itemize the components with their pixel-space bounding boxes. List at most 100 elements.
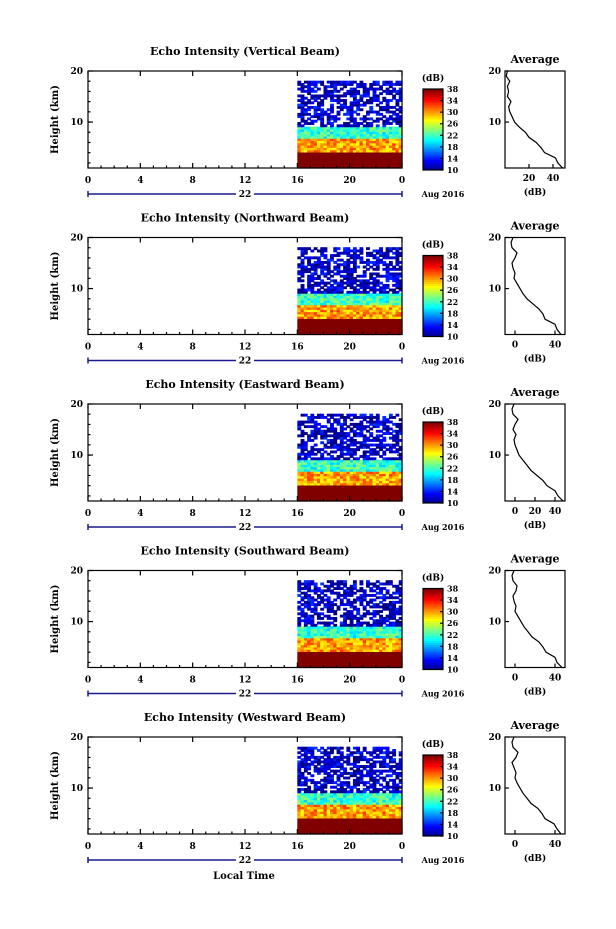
panel-3-cell bbox=[310, 429, 315, 433]
panel-1-cell bbox=[398, 138, 403, 142]
panel-4-cell bbox=[388, 662, 393, 666]
panel-3-cell bbox=[326, 487, 331, 491]
panel-2-xtick-label: 20 bbox=[343, 343, 356, 353]
panel-2-cell bbox=[333, 318, 338, 322]
panel-1-cell bbox=[398, 128, 403, 132]
panel-4-cell bbox=[343, 665, 347, 669]
panel-2-cell bbox=[297, 302, 302, 306]
panel-2-cell bbox=[300, 309, 305, 313]
panel-2-cell bbox=[352, 263, 357, 267]
panel-2-cell bbox=[395, 332, 400, 336]
panel-4-cell bbox=[359, 580, 364, 584]
panel-1-cell bbox=[372, 87, 377, 91]
panel-2-cell bbox=[382, 251, 387, 255]
panel-4-cell bbox=[379, 644, 383, 648]
panel-1-cell bbox=[300, 112, 305, 116]
panel-2-cell bbox=[310, 263, 315, 267]
panel-4-cell bbox=[323, 614, 328, 618]
panel-1-cell bbox=[316, 165, 321, 169]
panel-4-cell bbox=[375, 630, 380, 634]
panel-4-cell bbox=[388, 614, 393, 618]
panel-1-cell bbox=[372, 110, 377, 114]
panel-4-cell bbox=[382, 621, 387, 625]
panel-3-cell bbox=[366, 459, 370, 463]
panel-3-cell bbox=[349, 461, 354, 465]
panel-3-cell bbox=[359, 473, 364, 477]
panel-2-cell bbox=[356, 279, 361, 283]
panel-3-cell bbox=[375, 422, 380, 426]
panel-4-cell bbox=[388, 646, 393, 650]
panel-4-cell bbox=[388, 607, 393, 611]
panel-2-cell bbox=[352, 318, 357, 322]
panel-4-cell bbox=[316, 658, 321, 662]
panel-2-cell bbox=[323, 283, 328, 287]
panel-3-cell bbox=[369, 480, 374, 484]
panel-1-cell bbox=[303, 110, 308, 114]
panel-4-cell bbox=[379, 596, 383, 600]
panel-2-cell bbox=[336, 254, 341, 257]
panel-3-cell bbox=[379, 471, 383, 475]
panel-4-cell bbox=[398, 580, 403, 584]
panel-3-cell bbox=[320, 455, 325, 458]
panel-5-cell bbox=[297, 808, 302, 812]
panel-2-cell bbox=[369, 272, 374, 276]
panel-1-cell bbox=[326, 92, 331, 96]
panel-3-cell bbox=[359, 459, 364, 463]
panel-2-cell bbox=[300, 311, 305, 315]
panel-2-cell bbox=[297, 293, 302, 297]
panel-2-cell bbox=[300, 286, 305, 290]
panel-3-colorbar-swatch bbox=[423, 500, 443, 504]
panel-4-cell bbox=[336, 596, 341, 600]
panel-1-cell bbox=[339, 161, 344, 165]
panel-3-cell bbox=[313, 448, 318, 452]
panel-5-cell bbox=[323, 767, 328, 771]
panel-1-profile-title: Average bbox=[509, 53, 559, 66]
panel-4-cell bbox=[343, 591, 347, 595]
panel-4-cell bbox=[339, 623, 344, 627]
panel-3-cell bbox=[352, 466, 357, 470]
panel-5-cell bbox=[346, 760, 351, 764]
panel-4-cell bbox=[359, 649, 364, 653]
panel-4-cell bbox=[310, 598, 315, 602]
panel-4-profile-xtick-label: 0 bbox=[512, 674, 518, 684]
panel-4-cell bbox=[369, 626, 374, 630]
panel-1-cell bbox=[375, 149, 380, 153]
panel-1-cell bbox=[392, 112, 397, 116]
panel-2-cell bbox=[366, 293, 370, 297]
panel-5-cell bbox=[352, 813, 357, 817]
panel-5-cell bbox=[352, 829, 357, 833]
panel-4-cell bbox=[310, 610, 315, 613]
panel-3-cell bbox=[343, 452, 347, 456]
panel-5-cell bbox=[336, 822, 341, 826]
panel-2-cell bbox=[300, 251, 305, 255]
panel-4-cell bbox=[352, 637, 357, 641]
panel-2-cell bbox=[382, 316, 387, 320]
panel-1-colorbar-swatch bbox=[423, 113, 443, 116]
panel-1-profile-line bbox=[505, 70, 564, 169]
panel-3-cell bbox=[382, 489, 387, 493]
panel-4-cell bbox=[316, 651, 321, 655]
panel-2-cell bbox=[313, 311, 318, 315]
panel-1-cell bbox=[310, 80, 315, 84]
panel-1-colorbar-tick-label: 30 bbox=[447, 107, 459, 117]
panel-3-cell bbox=[375, 429, 380, 433]
panel-2-cell bbox=[395, 279, 400, 283]
panel-1-colorbar-tick-label: 22 bbox=[447, 130, 458, 140]
panel-4-cell bbox=[336, 646, 341, 650]
panel-5-cell bbox=[356, 769, 361, 773]
panel-2-cell bbox=[395, 249, 400, 253]
panel-2-cell bbox=[316, 311, 321, 315]
panel-4-cell bbox=[369, 653, 374, 657]
panel-2-cell bbox=[385, 283, 390, 287]
panel-1-cell bbox=[297, 142, 302, 146]
panel-4-cell bbox=[398, 593, 403, 597]
panel-4-cell bbox=[343, 582, 347, 586]
panel-4-cell bbox=[352, 628, 357, 632]
panel-2-cell bbox=[326, 293, 331, 297]
panel-3-cell bbox=[307, 473, 312, 477]
panel-5-cell bbox=[336, 790, 341, 794]
panel-3-cell bbox=[303, 475, 308, 479]
panel-3-colorbar-swatch bbox=[423, 464, 443, 468]
panel-5-cell bbox=[333, 765, 338, 768]
panel-2-cell bbox=[352, 290, 357, 294]
